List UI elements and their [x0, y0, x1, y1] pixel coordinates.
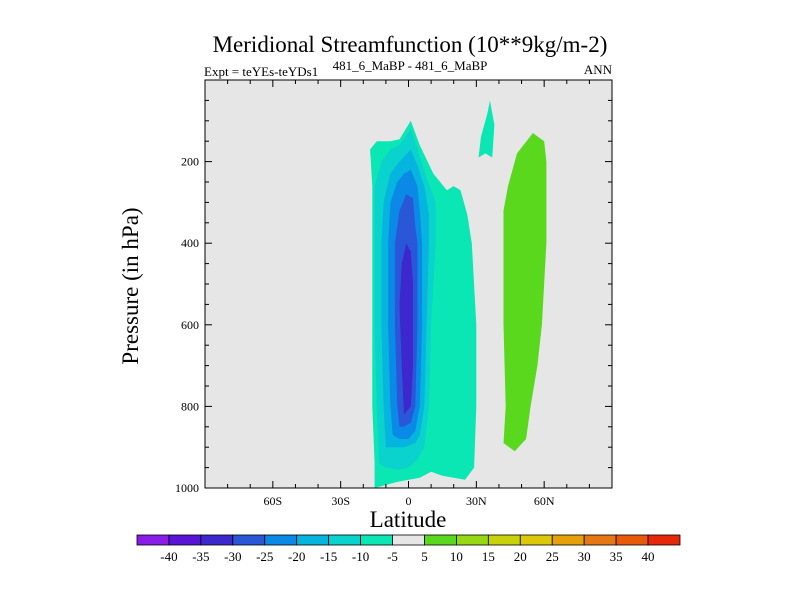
- y-tick-label: 200: [181, 155, 199, 169]
- y-tick-label: 600: [181, 318, 199, 332]
- colorbar-label: 30: [578, 549, 591, 564]
- colorbar-label: 10: [450, 549, 463, 564]
- contour-negative-cell-level-35: [399, 243, 413, 415]
- y-tick-label: 400: [181, 236, 199, 250]
- colorbar-label: 25: [546, 549, 559, 564]
- colorbar-swatch: [264, 534, 298, 546]
- y-axis-title: Pressure (in hPa): [118, 207, 143, 364]
- colorbar-label: 20: [514, 549, 527, 564]
- colorbar-swatch: [583, 534, 617, 546]
- y-tick-label: 800: [181, 399, 199, 413]
- colorbar-swatch: [168, 534, 202, 546]
- y-axis: 200 400 600 800 1000: [175, 99, 612, 495]
- contour-regions: [370, 100, 547, 489]
- colorbar-label: -20: [288, 549, 305, 564]
- colorbar-swatch: [519, 534, 553, 546]
- colorbar: -40 -35 -30 -25 -20 -15 -10 -5 5 10 15 20 25 30 35 40: [136, 534, 681, 564]
- x-tick-label: 30N: [466, 494, 487, 508]
- colorbar-label: 40: [642, 549, 655, 564]
- colorbar-swatch: [200, 534, 234, 546]
- x-tick-label: 30S: [331, 494, 350, 508]
- colorbar-swatch: [360, 534, 393, 546]
- colorbar-swatch: [647, 534, 681, 546]
- colorbar-swatch: [232, 534, 266, 546]
- colorbar-label: -25: [256, 549, 273, 564]
- colorbar-swatch: [456, 534, 489, 546]
- colorbar-label: 15: [482, 549, 495, 564]
- colorbar-swatch: [296, 534, 330, 546]
- contour-upper-filament: [478, 100, 495, 158]
- colorbar-label: 5: [421, 549, 428, 564]
- colorbar-swatch: [136, 534, 170, 546]
- contour-positive-cell-60N: [503, 133, 547, 452]
- colorbar-label: -35: [192, 549, 209, 564]
- colorbar-swatch: [328, 534, 361, 546]
- colorbar-label: -5: [387, 549, 398, 564]
- experiment-label: Expt = teYEs-teYDs1: [204, 64, 318, 79]
- chart-title: Meridional Streamfunction (10**9kg/m-2): [213, 32, 608, 57]
- experiment-subtitle: 481_6_MaBP - 481_6_MaBP: [333, 58, 488, 73]
- colorbar-swatch: [551, 534, 585, 546]
- x-tick-label: 60N: [534, 494, 555, 508]
- x-axis: 60S 30S 0 30N 60N: [227, 80, 590, 508]
- colorbar-swatch: [424, 534, 457, 546]
- colorbar-label: -30: [224, 549, 241, 564]
- colorbar-swatch: [392, 534, 425, 546]
- season-label: ANN: [584, 62, 613, 77]
- colorbar-label: -10: [352, 549, 369, 564]
- colorbar-label: -15: [320, 549, 337, 564]
- colorbar-swatch: [487, 534, 521, 546]
- colorbar-swatch: [615, 534, 649, 546]
- x-tick-label: 0: [406, 494, 412, 508]
- x-axis-title: Latitude: [370, 507, 447, 532]
- x-tick-label: 60S: [263, 494, 282, 508]
- y-tick-label: 1000: [175, 481, 199, 495]
- colorbar-label: 35: [610, 549, 623, 564]
- colorbar-label: -40: [160, 549, 177, 564]
